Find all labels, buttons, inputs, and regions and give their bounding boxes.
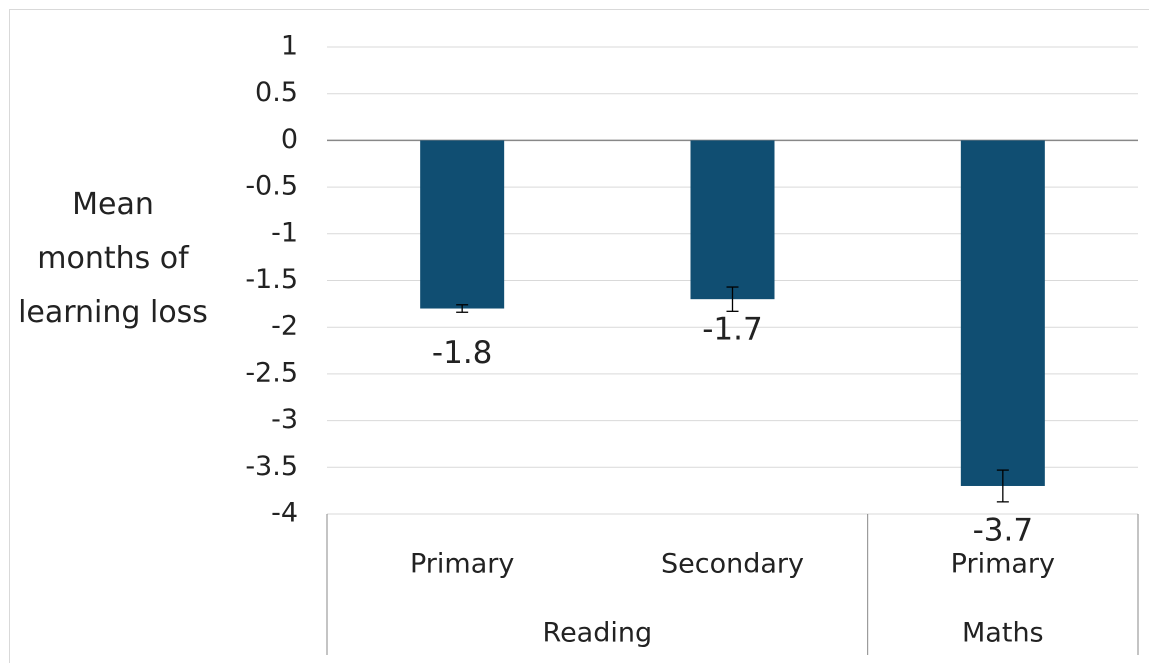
bar [960, 140, 1045, 486]
chart-border [9, 9, 1149, 663]
y-tick-label: 1 [281, 31, 298, 62]
x-tick-label: Primary [951, 549, 1055, 580]
data-label: -1.8 [432, 335, 493, 371]
y-tick-label: -1.5 [245, 264, 298, 295]
y-tick-label: 0.5 [255, 77, 298, 108]
y-tick-label: 0 [281, 124, 298, 155]
data-label: -3.7 [973, 512, 1034, 548]
bar [420, 140, 505, 309]
data-label: -1.7 [702, 312, 763, 348]
y-tick-label: -4 [271, 498, 298, 529]
y-tick-label: -3.5 [245, 451, 298, 482]
y-tick-label: -3 [271, 404, 298, 435]
x-tick-label: Primary [410, 549, 514, 580]
error-bar [726, 286, 739, 312]
group-label: Reading [543, 618, 653, 649]
y-tick-label: -2.5 [245, 357, 298, 388]
y-tick-label: -0.5 [245, 171, 298, 202]
error-bar [456, 304, 469, 313]
y-axis-label: Mean months of learning loss [18, 187, 208, 330]
x-tick-label: Secondary [661, 549, 804, 580]
group-label: Maths [962, 618, 1044, 649]
y-tick-label: -2 [271, 311, 298, 342]
bar [690, 140, 775, 300]
y-tick-label: -1 [271, 217, 298, 248]
error-bar [996, 469, 1009, 503]
